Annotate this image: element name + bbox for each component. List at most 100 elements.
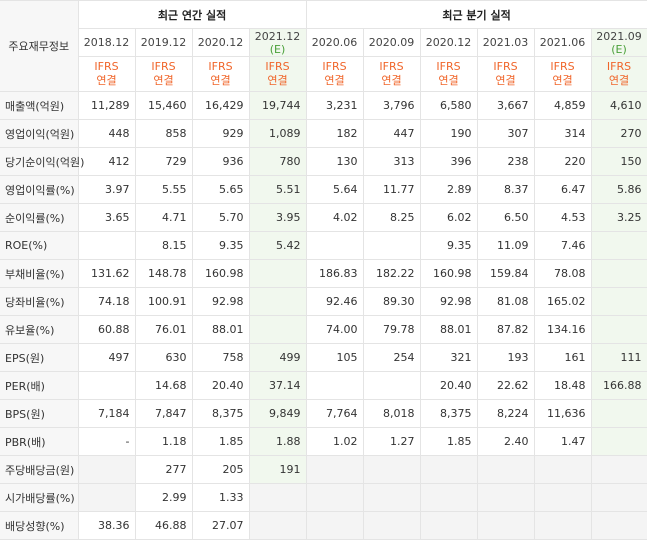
value-cell: 307 (477, 119, 535, 148)
value-cell: 238 (477, 147, 535, 176)
value-cell (534, 455, 592, 484)
value-cell: 160.98 (192, 259, 250, 288)
value-cell (477, 455, 535, 484)
value-cell: 3.25 (591, 203, 647, 232)
period-header: 2021.09 (E) (591, 28, 647, 57)
row-label: BPS(원) (0, 399, 79, 428)
value-cell: 4.02 (305, 203, 364, 232)
value-cell: 193 (477, 343, 535, 372)
value-cell (363, 371, 421, 400)
value-cell: 447 (363, 119, 421, 148)
value-cell: 190 (420, 119, 478, 148)
value-cell: 92.98 (192, 287, 250, 316)
period-header: 2020.09 (363, 28, 421, 57)
value-cell: 220 (534, 147, 592, 176)
period-header: 2020.06 (305, 28, 364, 57)
value-cell (78, 231, 136, 260)
value-cell (249, 259, 307, 288)
value-cell: 3,796 (363, 91, 421, 120)
value-cell: 780 (249, 147, 307, 176)
period-header: 2020.12 (192, 28, 250, 57)
ifrs-label: IFRS (550, 60, 575, 73)
period-label: 2021.09 (596, 29, 642, 43)
ifrs-cell: IFRS 연결 (135, 56, 193, 92)
value-cell: 396 (420, 147, 478, 176)
value-cell: 314 (534, 119, 592, 148)
ifrs-cell: IFRS 연결 (192, 56, 250, 92)
value-cell (249, 511, 307, 540)
period-label: 2021.06 (539, 36, 586, 49)
value-cell: 160.98 (420, 259, 478, 288)
value-cell (78, 483, 136, 512)
value-cell: 1.85 (192, 427, 250, 456)
period-label: 2021.12 (254, 29, 301, 43)
value-cell: 630 (135, 343, 193, 372)
value-cell: 37.14 (249, 371, 307, 400)
value-cell: 3.65 (78, 203, 136, 232)
value-cell: 134.16 (534, 315, 592, 344)
row-label: ROE(%) (0, 231, 79, 260)
value-cell: 165.02 (534, 287, 592, 316)
value-cell (591, 455, 647, 484)
value-cell (591, 483, 647, 512)
period-header: 2019.12 (135, 28, 193, 57)
value-cell: 3.97 (78, 175, 136, 204)
value-cell: 1.88 (249, 427, 307, 456)
value-cell: 1.02 (305, 427, 364, 456)
table-row: 매출액(억원) 11,289 15,460 16,429 19,744 3,231 3,79… (0, 91, 647, 120)
table-row: 당기순이익(억원) 412 729 936 780 130 313 396 238 220 150 (0, 147, 647, 176)
value-cell: 3.95 (249, 203, 307, 232)
value-cell (591, 259, 647, 288)
value-cell: 448 (78, 119, 136, 148)
row-label: 시가배당률(%) (0, 483, 79, 512)
value-cell: 5.64 (305, 175, 364, 204)
value-cell: 11,636 (534, 399, 592, 428)
ifrs-label: IFRS (151, 60, 176, 73)
value-cell: 74.18 (78, 287, 136, 316)
table-row: 영업이익률(%) 3.97 5.55 5.65 5.51 5.64 11.77 2.89 8.3… (0, 175, 647, 204)
period-header: 2021.03 (477, 28, 535, 57)
value-cell (591, 315, 647, 344)
value-cell: 11.77 (363, 175, 421, 204)
value-cell (249, 287, 307, 316)
value-cell: 22.62 (477, 371, 535, 400)
value-cell (305, 455, 364, 484)
header-group-row: 주요재무정보 최근 연간 실적 최근 분기 실적 (0, 0, 647, 92)
value-cell: 2.89 (420, 175, 478, 204)
ifrs-cell: IFRS 연결 (78, 56, 136, 92)
table-row: 시가배당률(%) 2.99 1.33 (0, 483, 647, 512)
value-cell: 8,224 (477, 399, 535, 428)
value-cell: 81.08 (477, 287, 535, 316)
period-header: 2021.06 (534, 28, 592, 57)
value-cell: 150 (591, 147, 647, 176)
value-cell: 8.25 (363, 203, 421, 232)
value-cell: 8,018 (363, 399, 421, 428)
consolidated-label: 연결 (267, 74, 288, 87)
value-cell: 6.02 (420, 203, 478, 232)
value-cell: 936 (192, 147, 250, 176)
value-cell: 105 (305, 343, 364, 372)
consolidated-label: 연결 (495, 74, 516, 87)
value-cell: 79.78 (363, 315, 421, 344)
value-cell: 6.50 (477, 203, 535, 232)
value-cell: 15,460 (135, 91, 193, 120)
value-cell: 4.53 (534, 203, 592, 232)
period-label: 2021.03 (482, 36, 529, 49)
value-cell: 46.88 (135, 511, 193, 540)
value-cell: 186.83 (305, 259, 364, 288)
period-label: 2019.12 (140, 36, 187, 49)
period-header: 2021.12 (E) (249, 28, 307, 57)
row-label: 부채비율(%) (0, 259, 79, 288)
table-row: 순이익률(%) 3.65 4.71 5.70 3.95 4.02 8.25 6.02 6.50 4… (0, 203, 647, 232)
ifrs-cell: IFRS 연결 (591, 56, 647, 92)
value-cell: 254 (363, 343, 421, 372)
ifrs-label: IFRS (493, 60, 518, 73)
value-cell (534, 483, 592, 512)
value-cell (591, 287, 647, 316)
value-cell (477, 511, 535, 540)
value-cell: 497 (78, 343, 136, 372)
ifrs-cell: IFRS 연결 (420, 56, 478, 92)
value-cell: 8,375 (192, 399, 250, 428)
value-cell (249, 483, 307, 512)
value-cell (305, 231, 364, 260)
